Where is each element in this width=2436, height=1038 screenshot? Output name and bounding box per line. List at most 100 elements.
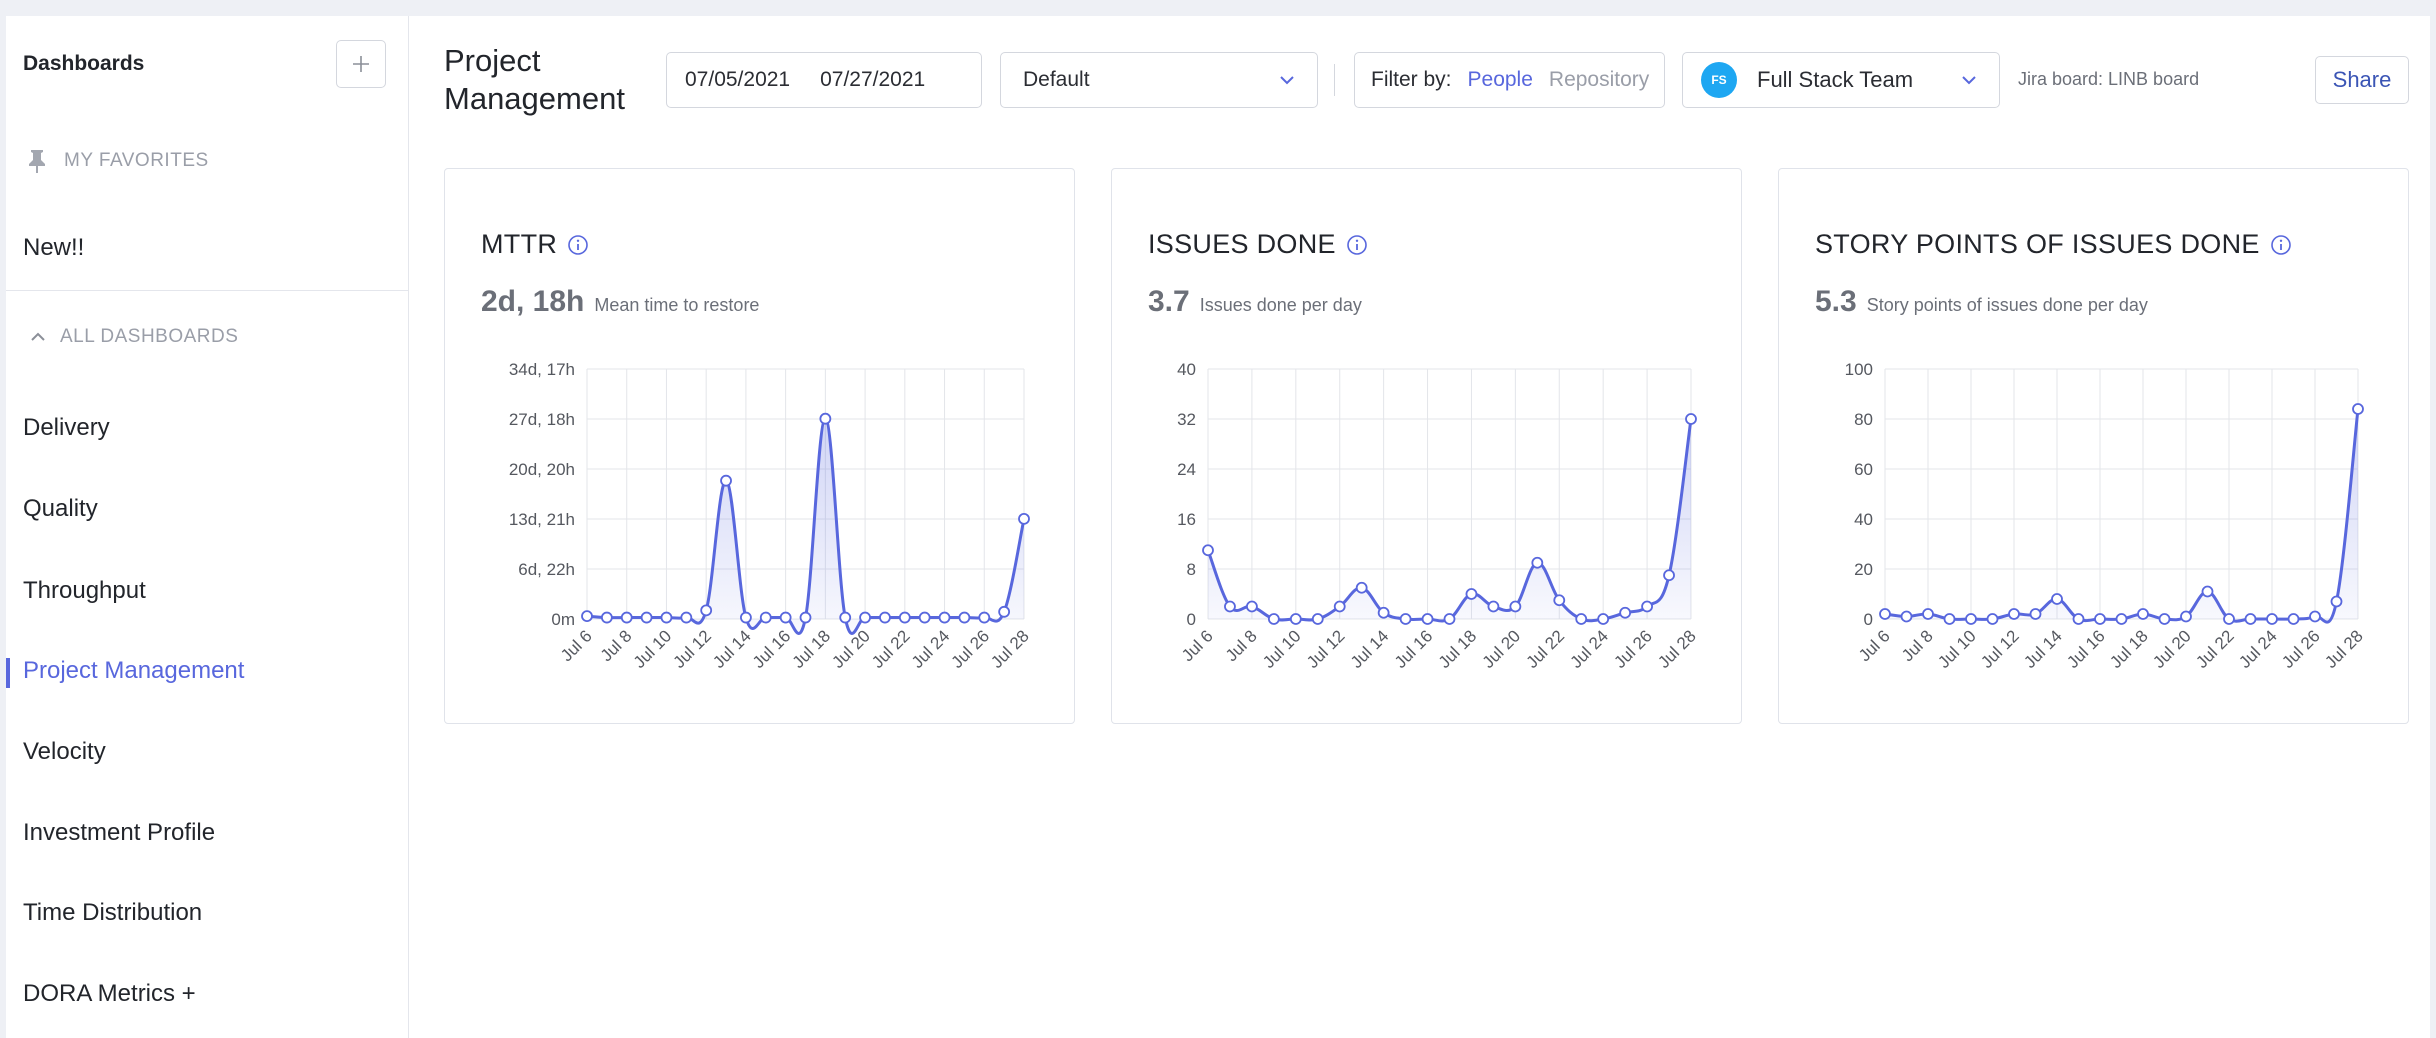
- date-range-picker[interactable]: 07/05/2021 07/27/2021: [666, 52, 982, 108]
- series-area: [1208, 419, 1691, 621]
- data-point: [1421, 613, 1434, 625]
- x-tick-label: Jul 10: [1934, 626, 1980, 672]
- y-tick-label: 0: [1187, 610, 1196, 629]
- chevron-up-icon: [31, 332, 45, 341]
- data-point: [2158, 613, 2171, 625]
- add-dashboard-button[interactable]: [336, 40, 386, 88]
- sidebar-item-quality[interactable]: Quality: [23, 495, 98, 522]
- view-select[interactable]: Default: [1000, 52, 1318, 108]
- x-tick-label: Jul 24: [2235, 626, 2281, 672]
- sidebar-item-investment-profile[interactable]: Investment Profile: [23, 819, 216, 846]
- data-point: [1597, 613, 1610, 625]
- data-point: [819, 412, 832, 425]
- data-point: [2309, 610, 2321, 623]
- series-line: [1884, 408, 2360, 624]
- y-tick-label: 16: [1177, 510, 1196, 529]
- team-select[interactable]: FS Full Stack Team: [1682, 52, 2000, 108]
- x-tick-label: Jul 28: [1654, 626, 1700, 672]
- data-point: [859, 611, 871, 624]
- favorites-label: MY FAVORITES: [64, 150, 209, 171]
- x-tick-label: Jul 22: [868, 626, 914, 672]
- y-tick-label: 0: [1864, 610, 1873, 629]
- card-title: STORY POINTS OF ISSUES DONE: [1815, 229, 2292, 260]
- page-title: Project Management: [444, 43, 625, 116]
- team-avatar: FS: [1701, 62, 1737, 98]
- data-point: [600, 611, 613, 624]
- sidebar-item-throughput[interactable]: Throughput: [23, 577, 146, 604]
- x-tick-label: Jul 24: [1566, 626, 1612, 672]
- y-tick-label: 32: [1177, 410, 1196, 429]
- x-tick-label: Jul 10: [1259, 626, 1305, 672]
- data-point: [1965, 613, 1977, 625]
- x-tick-label: Jul 12: [1303, 626, 1349, 672]
- divider: [6, 290, 408, 291]
- x-tick-label: Jul 18: [2106, 626, 2152, 672]
- chevron-down-icon: [1962, 76, 1976, 85]
- filter-label: Filter by:: [1371, 68, 1452, 91]
- filter-people-option[interactable]: People: [1467, 68, 1533, 91]
- data-point: [2287, 613, 2300, 625]
- sidebar-item-dora-metrics[interactable]: DORA Metrics +: [23, 980, 196, 1007]
- data-point: [581, 610, 593, 623]
- data-point: [720, 474, 732, 487]
- sidebar: Dashboards MY FAVORITES New!! ALL DASHBO…: [6, 16, 409, 1038]
- info-icon[interactable]: [2270, 234, 2292, 256]
- y-tick-label: 6d, 22h: [518, 560, 575, 579]
- y-tick-label: 27d, 18h: [509, 410, 575, 429]
- x-tick-label: Jul 18: [789, 626, 835, 672]
- data-point: [1922, 608, 1934, 620]
- data-point: [958, 611, 971, 624]
- series-line: [586, 417, 1026, 635]
- data-point: [740, 611, 752, 624]
- y-tick-label: 20d, 20h: [509, 460, 575, 479]
- y-tick-label: 20: [1854, 560, 1873, 579]
- y-tick-label: 13d, 21h: [509, 510, 575, 529]
- x-tick-label: Jul 18: [1435, 626, 1481, 672]
- card-value: 3.7: [1148, 285, 1190, 318]
- sidebar-item-new[interactable]: New!!: [23, 234, 85, 261]
- data-point: [1487, 600, 1500, 613]
- x-tick-label: Jul 10: [630, 626, 676, 672]
- x-tick-label: Jul 6: [1855, 626, 1894, 665]
- plus-icon: [353, 56, 369, 72]
- sidebar-title: Dashboards: [23, 52, 145, 75]
- filter-repository-option[interactable]: Repository: [1548, 68, 1650, 91]
- data-point: [1443, 613, 1456, 625]
- data-point: [898, 611, 911, 624]
- data-point: [620, 611, 633, 624]
- data-point: [1531, 556, 1544, 569]
- data-point: [938, 611, 951, 624]
- data-point: [1355, 581, 1368, 594]
- data-point: [660, 611, 673, 624]
- sidebar-item-time-distribution[interactable]: Time Distribution: [23, 899, 203, 926]
- data-point: [1289, 613, 1302, 625]
- info-icon[interactable]: [1346, 234, 1368, 256]
- sidebar-item-project-management[interactable]: Project Management: [23, 657, 245, 684]
- favorites-section[interactable]: MY FAVORITES: [26, 148, 209, 174]
- data-point: [1685, 413, 1697, 425]
- card-title-text: ISSUES DONE: [1148, 229, 1336, 259]
- data-point: [1943, 613, 1956, 625]
- x-tick-label: Jul 16: [2063, 626, 2109, 672]
- info-icon[interactable]: [567, 234, 589, 256]
- card-summary: 2d, 18h Mean time to restore: [481, 285, 759, 319]
- y-tick-label: 34d, 17h: [509, 360, 575, 379]
- x-tick-label: Jul 8: [1898, 626, 1937, 665]
- x-tick-label: Jul 28: [987, 626, 1033, 672]
- sidebar-item-velocity[interactable]: Velocity: [23, 738, 106, 765]
- all-dashboards-toggle[interactable]: ALL DASHBOARDS: [30, 326, 238, 348]
- x-tick-label: Jul 22: [1523, 626, 1569, 672]
- data-point: [640, 611, 653, 624]
- sidebar-item-delivery[interactable]: Delivery: [23, 414, 110, 441]
- all-dashboards-label: ALL DASHBOARDS: [60, 326, 239, 347]
- date-end: 07/27/2021: [820, 68, 926, 91]
- x-tick-label: Jul 8: [1222, 626, 1261, 665]
- data-point: [1311, 613, 1324, 625]
- card-title: ISSUES DONE: [1148, 229, 1368, 260]
- y-tick-label: 40: [1177, 360, 1196, 379]
- series-line: [1206, 418, 1693, 623]
- y-tick-label: 100: [1845, 360, 1873, 379]
- share-button[interactable]: Share: [2315, 56, 2409, 104]
- pin-icon: [29, 150, 45, 173]
